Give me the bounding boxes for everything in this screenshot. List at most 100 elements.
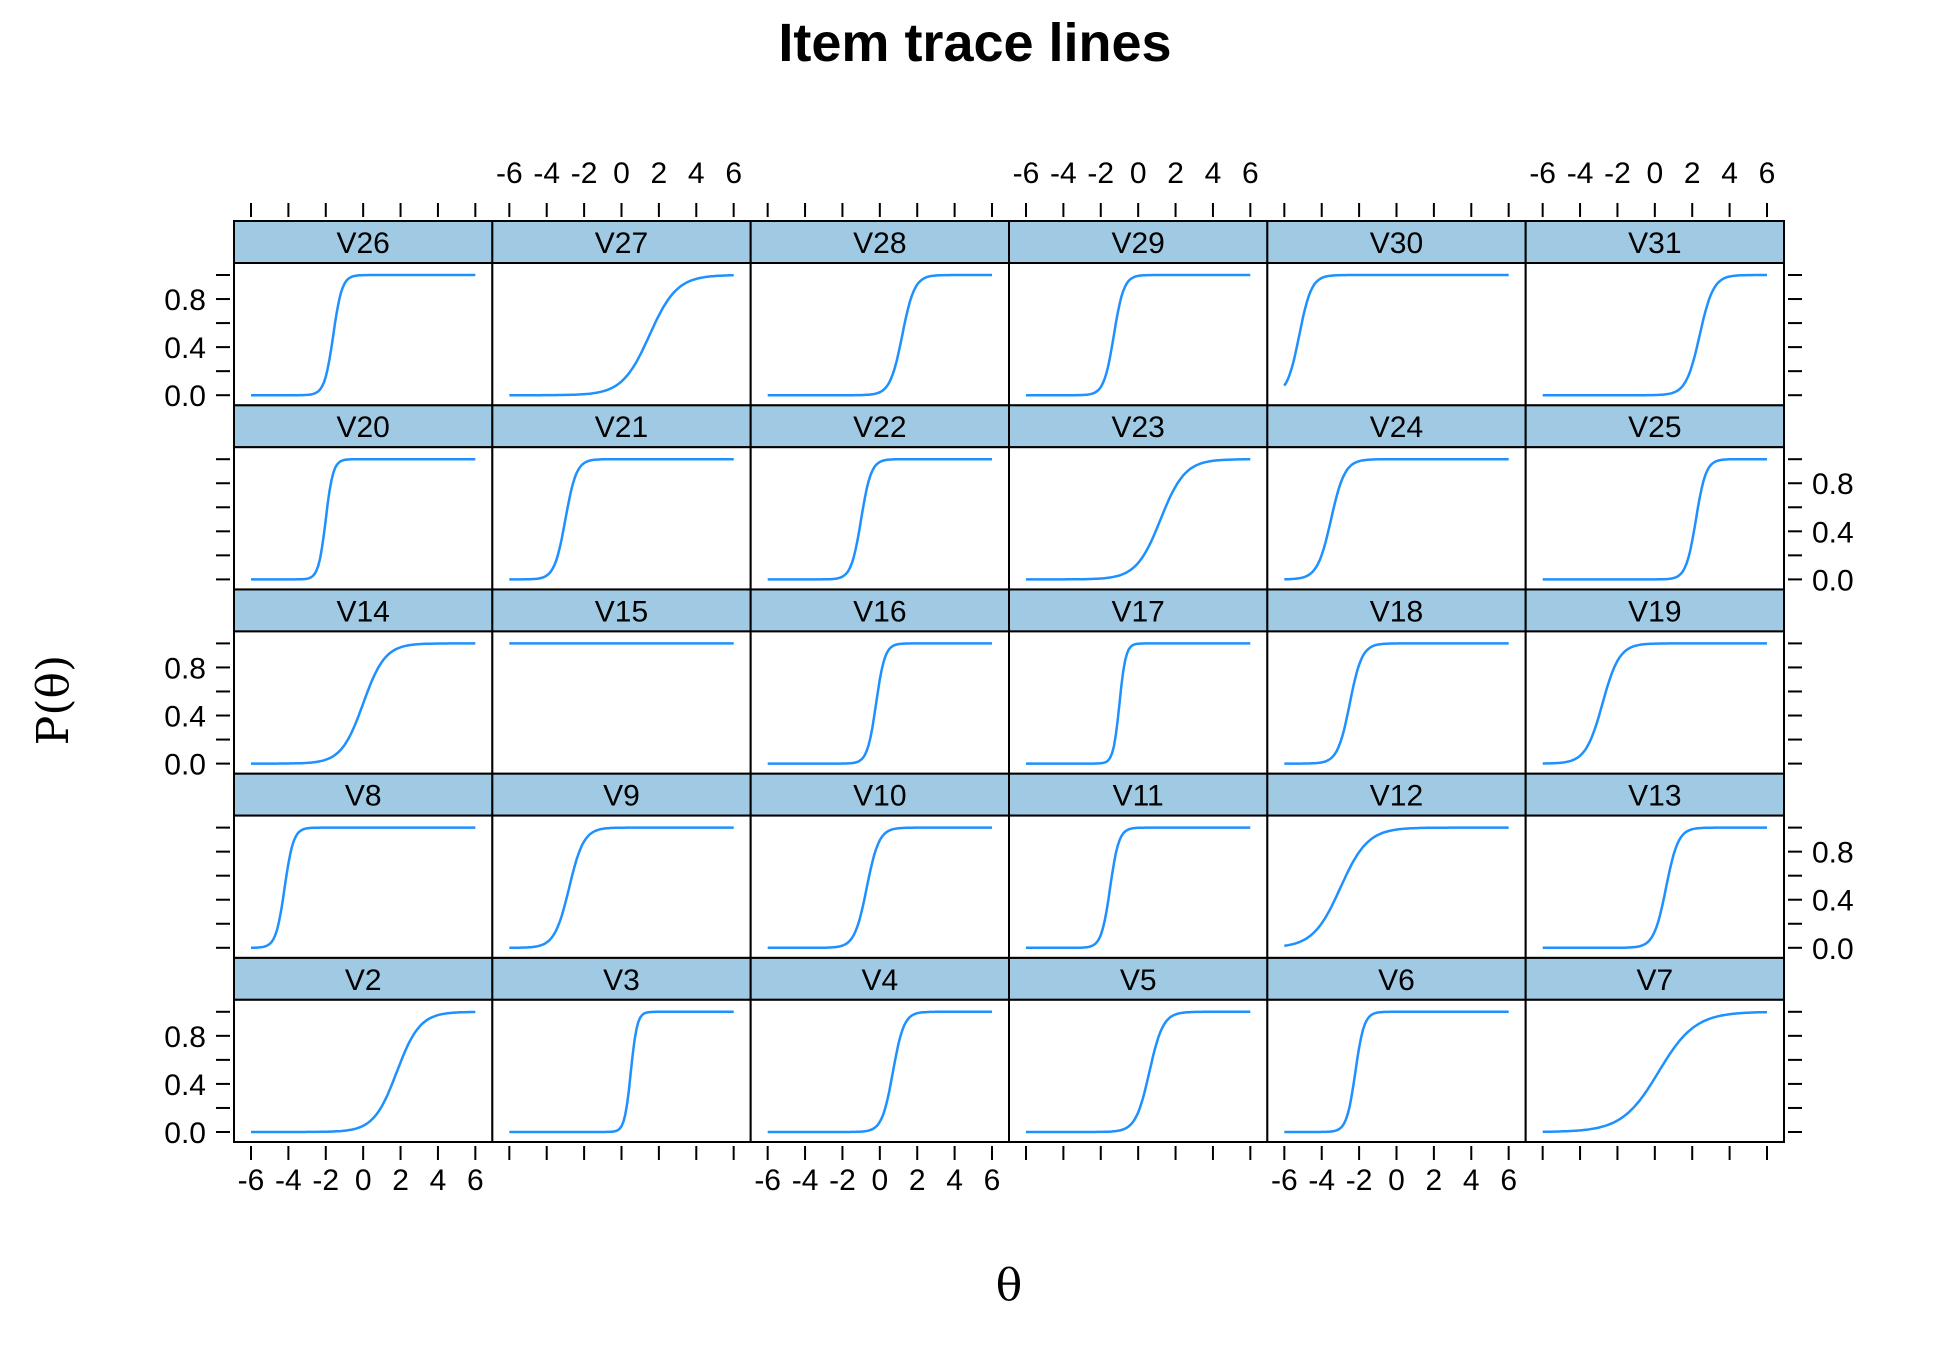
trace-line-v4 — [767, 1010, 992, 1134]
panel-v7: V7 — [1524, 956, 1785, 1143]
strip-label: V2 — [345, 964, 382, 997]
y-tick-label: 0.8 — [164, 284, 206, 317]
x-tick-label: 2 — [909, 1164, 926, 1197]
x-tick-label: 4 — [1463, 1164, 1480, 1197]
panel-v14: V14 — [233, 588, 494, 775]
trace-line-v13 — [1542, 826, 1767, 950]
x-tick-label: 2 — [392, 1164, 409, 1197]
strip-label: V25 — [1628, 411, 1681, 444]
plot-area — [233, 998, 494, 1143]
panel-v25: V25 — [1524, 404, 1785, 591]
plot-area — [749, 630, 1011, 775]
x-tick-label: -4 — [792, 1164, 819, 1197]
plot-area — [1266, 262, 1527, 407]
x-tick-label: -2 — [829, 1164, 856, 1197]
panel-v15: V15 — [491, 588, 752, 775]
strip-label: V5 — [1120, 964, 1157, 997]
x-tick-label: -6 — [1271, 1164, 1298, 1197]
x-tick-label: 0 — [1130, 157, 1147, 190]
panel-v23: V23 — [1008, 404, 1269, 591]
plot-area — [1524, 630, 1785, 775]
strip-label: V26 — [336, 227, 389, 260]
x-tick-label: -2 — [1087, 157, 1114, 190]
y-tick-label: 0.0 — [164, 380, 206, 413]
strip-v19 — [1524, 588, 1785, 633]
chart-title: Item trace lines — [778, 13, 1172, 73]
strip-label: V23 — [1111, 411, 1164, 444]
trace-line-v30 — [1283, 273, 1509, 387]
y-tick-label: 0.8 — [1812, 468, 1854, 501]
x-tick-label: -6 — [1529, 157, 1556, 190]
trace-line-v3 — [509, 1010, 734, 1134]
plot-area — [1008, 630, 1269, 775]
trace-line-v21 — [509, 457, 734, 581]
x-tick-label: 6 — [725, 157, 742, 190]
panel-v30: V30 — [1266, 220, 1527, 407]
y-tick-label: 0.0 — [1812, 933, 1854, 966]
x-tick-label: 6 — [1759, 157, 1776, 190]
strip-label: V10 — [853, 780, 906, 813]
plot-area — [1266, 998, 1527, 1143]
plot-area — [491, 630, 752, 775]
strip-v31 — [1524, 220, 1785, 264]
x-tick-label: 2 — [1167, 157, 1184, 190]
x-tick-label: -4 — [1050, 157, 1077, 190]
trace-line-v9 — [509, 826, 734, 950]
strip-label: V13 — [1628, 780, 1681, 813]
strip-v23 — [1008, 404, 1269, 449]
plot-area — [491, 446, 752, 591]
strip-label: V11 — [1113, 780, 1164, 813]
y-tick-label: 0.0 — [164, 749, 206, 782]
plot-area — [749, 814, 1011, 959]
strip-label: V16 — [853, 595, 906, 628]
trace-line-v5 — [1026, 1010, 1251, 1134]
trace-line-v12 — [1284, 826, 1509, 948]
strip-label: V21 — [595, 411, 648, 444]
strip-label: V15 — [595, 595, 648, 628]
strip-v6 — [1266, 956, 1527, 1001]
strip-label: V18 — [1370, 595, 1423, 628]
panel-v19: V19 — [1524, 588, 1785, 775]
panel-v13: V13 — [1524, 772, 1785, 959]
trace-line-v17 — [1026, 642, 1251, 765]
x-tick-label: 2 — [1684, 157, 1701, 190]
strip-label: V9 — [603, 780, 640, 813]
strip-label: V8 — [345, 780, 382, 813]
strip-v15 — [491, 588, 752, 633]
x-tick-label: -4 — [275, 1164, 302, 1197]
trace-line-v25 — [1542, 457, 1767, 581]
y-tick-label: 0.4 — [164, 701, 206, 734]
panel-v27: V27 — [491, 220, 752, 407]
trace-line-v26 — [251, 273, 476, 397]
trace-line-v7 — [1542, 1010, 1768, 1134]
strip-v5 — [1008, 956, 1269, 1001]
strip-label: V28 — [853, 227, 906, 260]
y-tick-label: 0.4 — [1812, 885, 1854, 918]
trace-line-v20 — [251, 457, 476, 581]
trace-line-v31 — [1542, 273, 1767, 397]
y-tick-label: 0.8 — [1812, 837, 1854, 870]
plot-area — [233, 446, 494, 591]
plot-area — [1008, 446, 1269, 591]
x-tick-label: -6 — [1013, 157, 1040, 190]
plot-area — [1524, 998, 1785, 1143]
plot-area — [1266, 814, 1527, 959]
panel-v28: V28 — [749, 220, 1011, 407]
strip-label: V17 — [1111, 595, 1164, 628]
panel-v6: V6 — [1266, 956, 1527, 1143]
panel-v12: V12 — [1266, 772, 1527, 959]
x-tick-label: 0 — [613, 157, 630, 190]
x-tick-label: 6 — [1242, 157, 1259, 190]
y-tick-label: 0.8 — [164, 1021, 206, 1054]
x-tick-label: -6 — [238, 1164, 265, 1197]
strip-label: V6 — [1378, 964, 1415, 997]
x-tick-label: -2 — [312, 1164, 339, 1197]
y-tick-label: 0.0 — [164, 1117, 206, 1150]
plot-area — [233, 262, 494, 407]
y-tick-label: 0.4 — [164, 1069, 206, 1102]
x-tick-label: 0 — [1646, 157, 1663, 190]
x-tick-label: -2 — [1346, 1164, 1373, 1197]
x-tick-label: -2 — [571, 157, 598, 190]
panel-v2: V2 — [233, 956, 494, 1143]
